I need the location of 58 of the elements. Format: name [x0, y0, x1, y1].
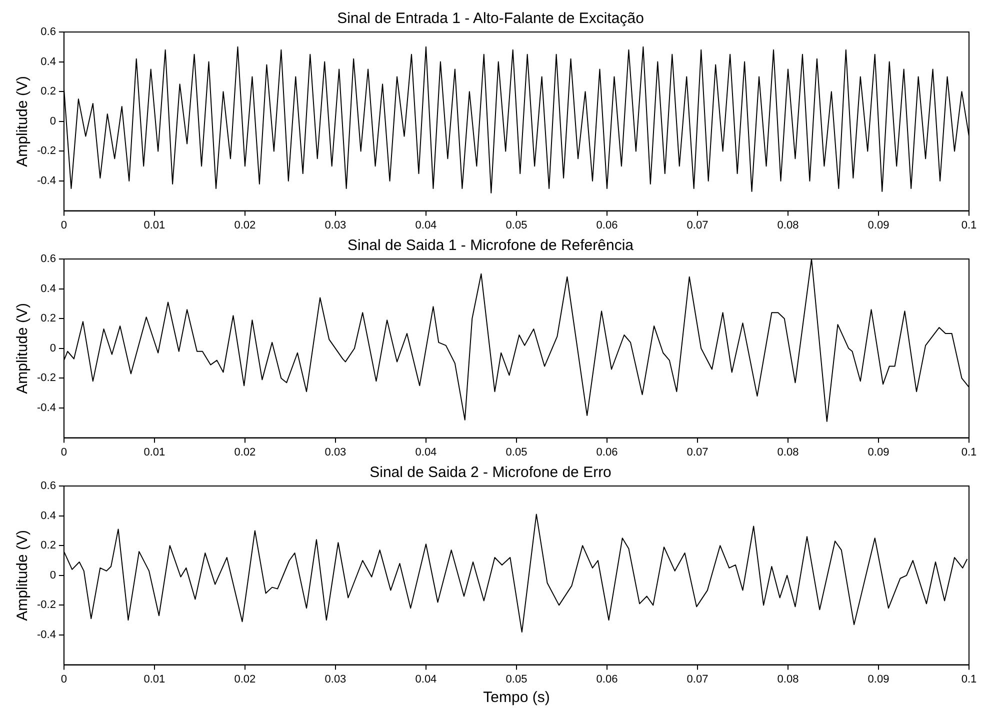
y-tick-label: 0	[50, 342, 56, 354]
chart-title: Sinal de Saida 2 - Microfone de Erro	[370, 464, 612, 482]
x-tick-label: 0	[60, 219, 68, 232]
x-tick-label: 0.05	[506, 673, 528, 686]
x-tick-label: 0.03	[324, 219, 346, 232]
x-axis-title: Tempo (s)	[483, 689, 550, 706]
y-tick-label: 0.2	[40, 312, 56, 325]
y-tick-label: -0.2	[36, 599, 56, 612]
y-tick-label: 0.4	[40, 56, 56, 68]
x-tick-label: 0.03	[324, 673, 346, 686]
x-tick-label: 0	[60, 446, 68, 458]
y-tick-label: -0.4	[36, 175, 56, 188]
x-tick-label: 0.07	[686, 673, 708, 686]
x-tick-label: 0.01	[144, 446, 166, 458]
x-tick-label: 0.06	[596, 219, 618, 232]
y-tick-label: 0.4	[40, 510, 56, 522]
y-tick-label: 0.4	[40, 282, 56, 295]
y-axis-title: Amplitude (V)	[14, 76, 32, 167]
x-tick-label: 0.06	[596, 673, 618, 686]
x-tick-label: 0.08	[777, 446, 799, 458]
y-tick-label: 0.2	[40, 540, 56, 552]
x-tick-label: 0.03	[324, 446, 346, 458]
y-tick-label: 0.2	[40, 86, 56, 98]
y-tick-label: 0.6	[40, 253, 56, 266]
x-tick-label: 0.06	[596, 446, 618, 458]
x-tick-label: 0.04	[415, 446, 437, 458]
y-tick-label: -0.2	[36, 372, 56, 384]
x-tick-label: 0.05	[506, 446, 528, 458]
x-tick-label: 0.08	[777, 219, 799, 232]
chart-title: Sinal de Saida 1 - Microfone de Referência	[348, 237, 634, 254]
x-tick-label: 0.07	[686, 219, 708, 232]
x-tick-label: 0.07	[686, 446, 708, 458]
y-tick-label: -0.4	[36, 629, 56, 642]
x-tick-label: 0.1	[961, 673, 977, 686]
x-tick-label: 0.01	[144, 219, 166, 232]
x-tick-label: 0.08	[777, 673, 799, 686]
x-tick-label: 0.09	[868, 673, 890, 686]
x-tick-label: 0.1	[961, 219, 977, 232]
x-tick-label: 0.02	[234, 673, 256, 686]
y-tick-label: 0.6	[40, 480, 56, 492]
y-tick-label: -0.2	[36, 145, 56, 158]
x-tick-label: 0.05	[506, 219, 528, 232]
x-tick-label: 0.02	[234, 219, 256, 232]
y-axis-title: Amplitude (V)	[14, 530, 32, 621]
x-tick-label: 0.02	[234, 446, 256, 458]
y-tick-label: 0.6	[40, 26, 56, 38]
x-tick-label: 0.09	[868, 446, 890, 458]
x-tick-label: 0.1	[961, 446, 977, 458]
y-axis-title: Amplitude (V)	[14, 302, 32, 394]
x-tick-label: 0	[60, 673, 68, 686]
x-tick-label: 0.01	[144, 673, 166, 686]
chart-title: Sinal de Entrada 1 - Alto-Falante de Excitação	[337, 10, 644, 28]
x-tick-label: 0.09	[868, 219, 890, 232]
x-tick-label: 0.04	[415, 219, 437, 232]
y-tick-label: 0	[50, 569, 56, 582]
y-tick-label: -0.4	[36, 402, 56, 414]
x-tick-label: 0.04	[415, 673, 437, 686]
y-tick-label: 0	[50, 115, 56, 128]
